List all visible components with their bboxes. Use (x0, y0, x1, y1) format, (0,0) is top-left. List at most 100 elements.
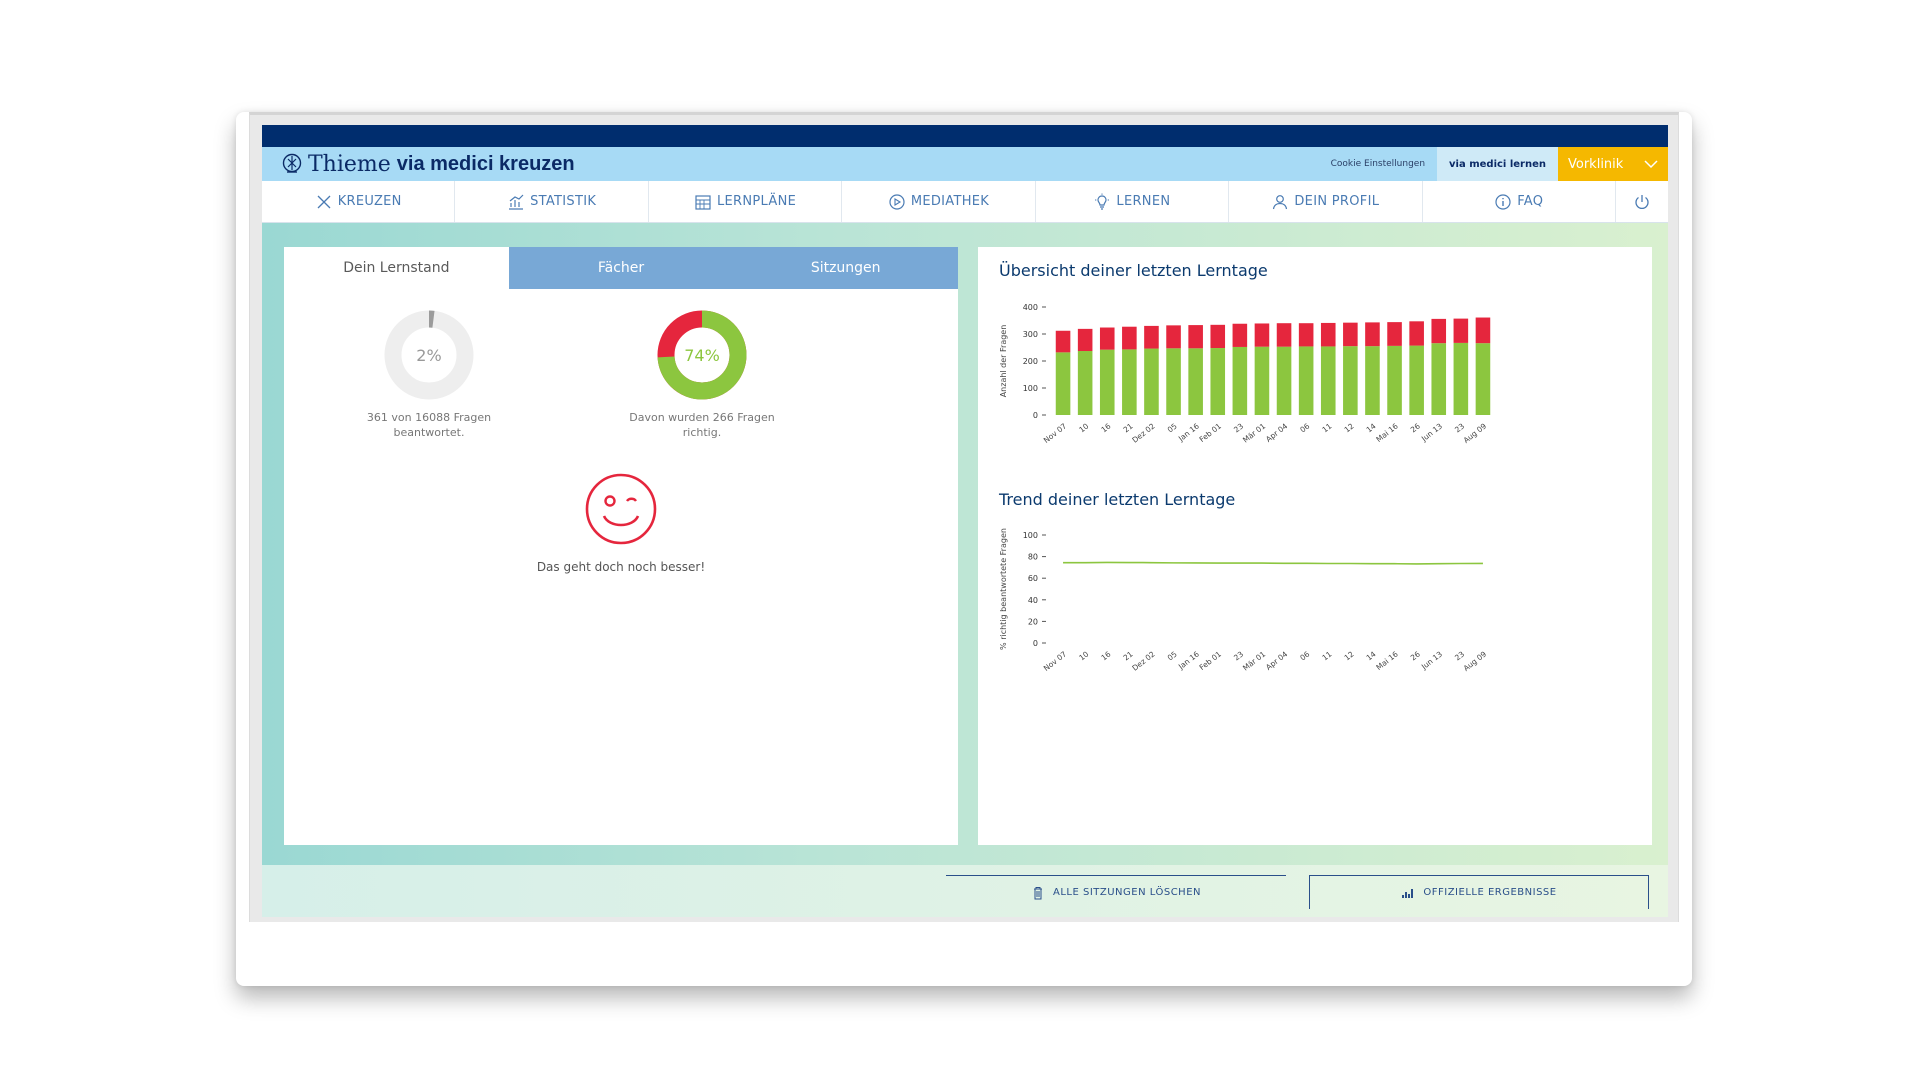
bar-chart: 0 100 200 300 400 Anzahl der Fragen Nov 07 10 16… (999, 303, 1491, 445)
bar-wrong (1453, 318, 1469, 343)
y-tick-label: 100 (1023, 384, 1038, 393)
bar-wrong (1475, 317, 1491, 344)
official-results-button[interactable]: OFFIZIELLE ERGEBNISSE (1309, 875, 1649, 909)
x-tick-label: 16 (1099, 421, 1112, 434)
bar-correct (1210, 348, 1226, 415)
correct-donut-block: 74% Davon wurden 266 Fragen richtig. (602, 310, 802, 440)
x-tick-label: Mär 01 (1241, 649, 1267, 672)
bar-wrong (1254, 323, 1270, 347)
correct-caption: Davon wurden 266 Fragen richtig. (602, 410, 802, 440)
bar-wrong (1276, 323, 1292, 347)
via-medici-lernen-link[interactable]: via medici lernen (1437, 147, 1558, 181)
nav-label: STATISTIK (530, 194, 597, 209)
wink-smiley-icon (585, 473, 657, 545)
nav-label: FAQ (1517, 194, 1544, 209)
official-results-label: OFFIZIELLE ERGEBNISSE (1423, 887, 1557, 898)
bar-wrong (1144, 325, 1159, 349)
section-label: Vorklinik (1568, 156, 1624, 172)
nav-lernen[interactable]: LERNEN (1036, 181, 1230, 222)
nav-faq[interactable]: FAQ (1423, 181, 1616, 222)
bar-correct (1077, 351, 1093, 415)
delete-sessions-label: ALLE SITZUNGEN LÖSCHEN (1053, 887, 1201, 898)
nav-label: DEIN PROFIL (1294, 194, 1380, 209)
tab-sitzungen[interactable]: Sitzungen (733, 247, 959, 289)
x-tick-label: 26 (1409, 649, 1422, 662)
answered-caption: 361 von 16088 Fragen beantwortet. (329, 410, 529, 440)
answered-caption-line2: beantwortet. (393, 426, 465, 439)
bar-wrong (1365, 322, 1380, 347)
answered-percent: 2% (416, 346, 441, 365)
bar-wrong (1387, 322, 1402, 346)
y-tick-label: 60 (1028, 574, 1038, 583)
y-tick-label: 400 (1023, 303, 1038, 312)
y-tick-label: 0 (1033, 639, 1038, 648)
answered-donut: 2% (384, 310, 474, 400)
header-right: Cookie Einstellungen via medici lernen V… (1319, 147, 1668, 181)
y-tick-label: 40 (1028, 596, 1038, 605)
y-axis-label: % richtig beantwortete Fragen (999, 528, 1008, 650)
bar-correct (1232, 346, 1248, 415)
app: Thieme via medici kreuzen Cookie Einstel… (262, 125, 1668, 917)
bar-correct (1320, 346, 1336, 415)
nav-kreuzen[interactable]: KREUZEN (262, 181, 456, 222)
logo-product: via medici kreuzen (396, 152, 575, 175)
x-tick-label: Apr 04 (1264, 421, 1289, 444)
trash-icon (1034, 886, 1042, 899)
nav-profil[interactable]: DEIN PROFIL (1229, 181, 1423, 222)
bar-correct (1475, 343, 1491, 415)
correct-donut: 74% (657, 310, 747, 400)
nav-lernplaene[interactable]: LERNPLÄNE (649, 181, 843, 222)
y-tick-label: 300 (1023, 330, 1038, 339)
x-tick-label: Jan 16 (1176, 421, 1201, 443)
x-tick-label: 14 (1365, 421, 1378, 434)
x-tick-label: 21 (1122, 421, 1135, 434)
section-dropdown[interactable]: Vorklinik (1558, 147, 1668, 181)
logout-button[interactable] (1616, 181, 1668, 222)
y-tick-label: 80 (1028, 553, 1038, 562)
x-tick-label: Mai 16 (1374, 421, 1399, 444)
bar-correct (1387, 345, 1402, 415)
cookie-settings-link[interactable]: Cookie Einstellungen (1330, 159, 1426, 169)
bar-wrong (1077, 328, 1093, 352)
bar-chart-icon (1402, 888, 1414, 898)
screen: Thieme via medici kreuzen Cookie Einstel… (249, 112, 1679, 922)
line-chart: 0 20 40 60 80 100 % richtig beantwortete Frage… (999, 528, 1488, 673)
progress-panel: Dein Lernstand Fächer Sitzungen 2% 361 v… (284, 247, 959, 845)
x-tick-label: 26 (1409, 421, 1422, 434)
bar-correct (1122, 349, 1137, 415)
x-tick-label: 05 (1166, 421, 1179, 434)
x-tick-label: Nov 07 (1042, 421, 1069, 445)
x-tick-label: 23 (1453, 649, 1466, 662)
nav-label: LERNEN (1116, 194, 1171, 209)
x-tick-label: 06 (1298, 421, 1311, 434)
chart-icon (509, 194, 524, 210)
y-tick-label: 200 (1023, 357, 1038, 366)
bar-wrong (1343, 322, 1358, 347)
tab-dein-lernstand[interactable]: Dein Lernstand (284, 247, 509, 289)
x-tick-label: 06 (1298, 649, 1311, 662)
correct-donut-arc (657, 310, 747, 400)
bar-correct (1453, 342, 1469, 415)
delete-sessions-button[interactable]: ALLE SITZUNGEN LÖSCHEN (946, 875, 1286, 909)
nav-statistik[interactable]: STATISTIK (455, 181, 649, 222)
main-nav: KREUZEN STATISTIK LERNPLÄNE MEDIATHEK LE… (262, 181, 1668, 223)
feedback-text: Das geht doch noch besser! (536, 560, 706, 574)
x-tick-label: 11 (1320, 421, 1333, 434)
tab-faecher[interactable]: Fächer (508, 247, 734, 289)
bottom-bar: ALLE SITZUNGEN LÖSCHEN OFFIZIELLE ERGEBN… (262, 865, 1668, 917)
bar-chart-title: Übersicht deiner letzten Lerntage (999, 261, 1268, 280)
cross-icon (317, 195, 331, 208)
bar-wrong (1055, 330, 1071, 353)
logo[interactable]: Thieme via medici kreuzen (262, 152, 575, 177)
x-tick-label: Feb 01 (1198, 421, 1224, 444)
y-tick-label: 20 (1028, 617, 1038, 626)
bar-correct (1188, 348, 1203, 415)
tab-bar: Dein Lernstand Fächer Sitzungen (284, 247, 959, 289)
x-tick-label: 12 (1343, 421, 1356, 434)
user-icon (1273, 194, 1288, 209)
bar-wrong (1210, 324, 1226, 349)
y-tick-label: 100 (1023, 531, 1038, 540)
nav-mediathek[interactable]: MEDIATHEK (842, 181, 1036, 222)
bar-wrong (1166, 325, 1181, 349)
x-tick-label: 11 (1320, 649, 1333, 662)
